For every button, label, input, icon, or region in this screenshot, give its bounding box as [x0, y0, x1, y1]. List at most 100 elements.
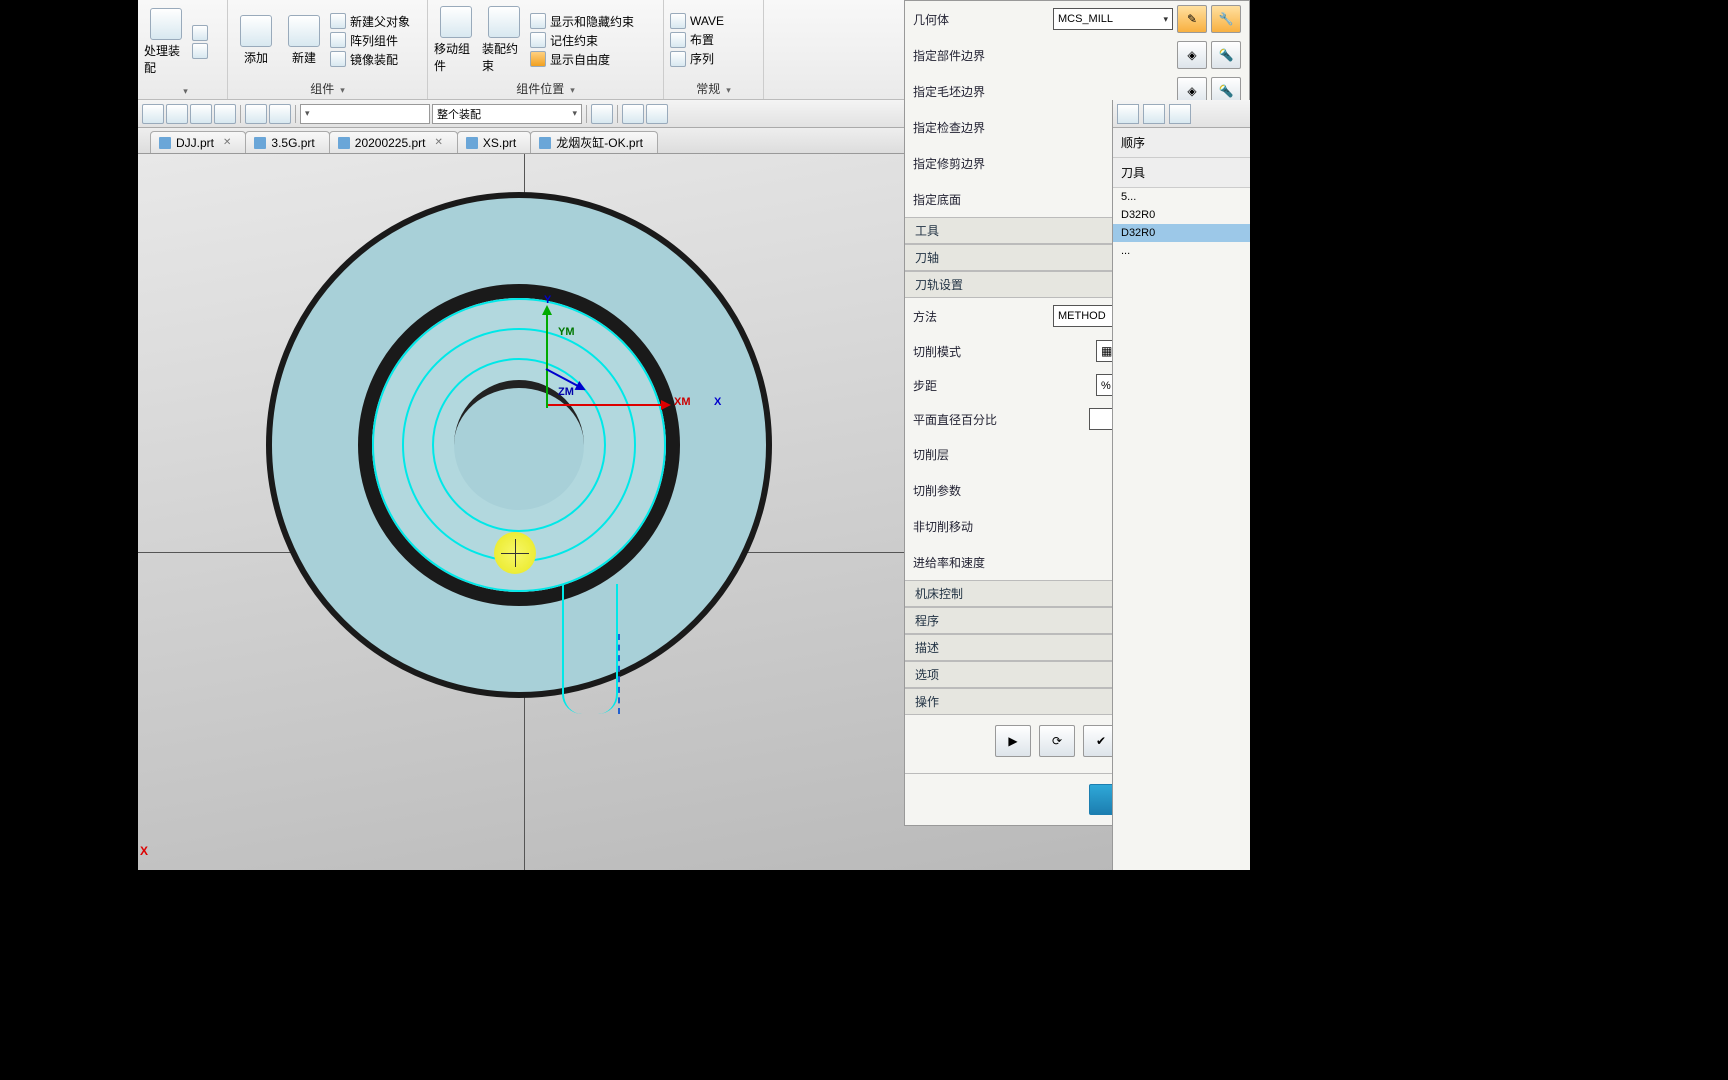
section-label: 程序 — [915, 612, 939, 629]
section-label: 选项 — [915, 666, 939, 683]
nav-header-order[interactable]: 顺序 — [1113, 128, 1250, 158]
lbl: 显示自由度 — [550, 51, 610, 68]
seq-icon — [670, 51, 686, 67]
ribbon-remember[interactable]: 记住约束 — [530, 32, 634, 49]
nav-item-selected[interactable]: D32R0 — [1113, 224, 1250, 242]
file-tab[interactable]: 20200225.prt✕ — [329, 131, 458, 153]
ribbon-group-general-label[interactable]: 常规 — [670, 78, 757, 99]
cube-icon — [150, 8, 182, 40]
add-icon — [240, 15, 272, 47]
ribbon-processassy-label: 处理装配 — [144, 42, 188, 76]
lbl: 序列 — [690, 50, 714, 67]
ribbon-constrain[interactable]: 装配约束 — [482, 2, 526, 78]
ribbon-wave[interactable]: WAVE — [670, 13, 724, 29]
lbl: 方法 — [913, 308, 1053, 325]
separator — [295, 105, 296, 123]
ribbon-pattern[interactable]: 阵列组件 — [330, 32, 410, 49]
nav-item[interactable]: 5... — [1113, 188, 1250, 206]
ribbon-new[interactable]: 新建 — [282, 2, 326, 78]
ribbon-move[interactable]: 移动组件 — [434, 2, 478, 78]
ribbon-layout[interactable]: 布置 — [670, 31, 724, 48]
ribbon-sequence[interactable]: 序列 — [670, 50, 724, 67]
close-icon[interactable]: ✕ — [435, 137, 443, 148]
ribbon-group-component-label[interactable]: 组件 — [234, 78, 421, 99]
ribbon-small-col: WAVE 布置 序列 — [670, 2, 724, 78]
section-label: 刀轨设置 — [915, 276, 963, 293]
tb-icon[interactable] — [622, 104, 644, 124]
geometry-combo[interactable]: MCS_MILL — [1053, 8, 1173, 30]
layout-icon — [670, 32, 686, 48]
row-geometry: 几何体 MCS_MILL ✎ 🔧 — [905, 1, 1249, 37]
lbl: WAVE — [690, 14, 724, 28]
mirror-icon — [330, 51, 346, 67]
cursor-highlight — [494, 532, 536, 574]
ribbon-smallbtn[interactable] — [192, 25, 208, 41]
file-tab[interactable]: XS.prt — [457, 131, 531, 153]
generate-button[interactable]: ▶ — [995, 725, 1031, 757]
nav-drop[interactable] — [1143, 104, 1165, 124]
axis-y-label: Y — [544, 294, 551, 306]
geometry-label: 几何体 — [913, 11, 1053, 28]
lbl: 添加 — [244, 49, 268, 66]
ribbon-small-col: 显示和隐藏约束 记住约束 显示自由度 — [530, 2, 634, 78]
section-label: 描述 — [915, 639, 939, 656]
parent-icon — [330, 13, 346, 29]
row-part-boundary: 指定部件边界◈🔦 — [905, 37, 1249, 73]
tb-icon[interactable] — [214, 104, 236, 124]
triad-x-label: X — [140, 844, 148, 858]
lbl: 镜像装配 — [350, 51, 398, 68]
ribbon-small-col: 新建父对象 阵列组件 镜像装配 — [330, 2, 410, 78]
ribbon-smallbtn[interactable] — [192, 43, 208, 59]
tb-icon[interactable] — [166, 104, 188, 124]
tool-axis-marker — [618, 634, 620, 714]
close-icon[interactable]: ✕ — [223, 137, 231, 148]
tab-label: 3.5G.prt — [271, 136, 314, 150]
file-tab[interactable]: DJJ.prt✕ — [150, 131, 246, 153]
ribbon-group-component: 添加 新建 新建父对象 阵列组件 镜像装配 组件 — [228, 0, 428, 99]
geometry-edit-button[interactable]: ✎ — [1177, 5, 1207, 33]
ribbon-add[interactable]: 添加 — [234, 2, 278, 78]
tb-icon[interactable] — [142, 104, 164, 124]
nav-drop[interactable] — [1117, 104, 1139, 124]
nav-item[interactable]: ... — [1113, 242, 1250, 260]
display-button[interactable]: 🔦 — [1211, 41, 1241, 69]
select-button[interactable]: ◈ — [1177, 41, 1207, 69]
wcs[interactable]: Y YM ZM XM X — [518, 308, 698, 488]
ribbon-processassy[interactable]: 处理装配 — [144, 2, 188, 81]
tab-label: XS.prt — [483, 136, 516, 150]
tb-icon[interactable] — [591, 104, 613, 124]
geometry-select-button[interactable]: 🔧 — [1211, 5, 1241, 33]
tb-icon[interactable] — [269, 104, 291, 124]
navigator-toolbar — [1113, 100, 1250, 128]
nav-drop[interactable] — [1169, 104, 1191, 124]
lbl: 步距 — [913, 377, 1096, 394]
ribbon-group1-label[interactable] — [144, 81, 221, 99]
nav-header-tool[interactable]: 刀具 — [1113, 158, 1250, 188]
file-tab[interactable]: 3.5G.prt — [245, 131, 329, 153]
move-icon — [440, 6, 472, 38]
separator — [617, 105, 618, 123]
ribbon-mirror[interactable]: 镜像装配 — [330, 51, 410, 68]
tb-icon[interactable] — [190, 104, 212, 124]
section-label: 刀轴 — [915, 249, 939, 266]
file-tab[interactable]: 龙烟灰缸-OK.prt — [530, 131, 658, 153]
toolbar-combo1[interactable] — [300, 104, 430, 124]
file-icon — [159, 137, 171, 149]
axis-x-label: X — [714, 396, 721, 408]
lbl: 新建父对象 — [350, 13, 410, 30]
new-icon — [288, 15, 320, 47]
toolpath-slot — [562, 584, 618, 714]
ribbon-group-position-label[interactable]: 组件位置 — [434, 78, 657, 99]
section-label: 操作 — [915, 693, 939, 710]
pin-icon — [530, 32, 546, 48]
toolbar-combo2[interactable]: 整个装配 — [432, 104, 582, 124]
ribbon-showhide[interactable]: 显示和隐藏约束 — [530, 13, 634, 30]
tb-icon[interactable] — [245, 104, 267, 124]
ribbon-newparent[interactable]: 新建父对象 — [330, 13, 410, 30]
lbl: 指定毛坯边界 — [913, 83, 1173, 100]
tb-icon[interactable] — [646, 104, 668, 124]
ribbon-dof[interactable]: 显示自由度 — [530, 51, 634, 68]
replay-button[interactable]: ⟳ — [1039, 725, 1075, 757]
lbl: 布置 — [690, 31, 714, 48]
nav-item[interactable]: D32R0 — [1113, 206, 1250, 224]
